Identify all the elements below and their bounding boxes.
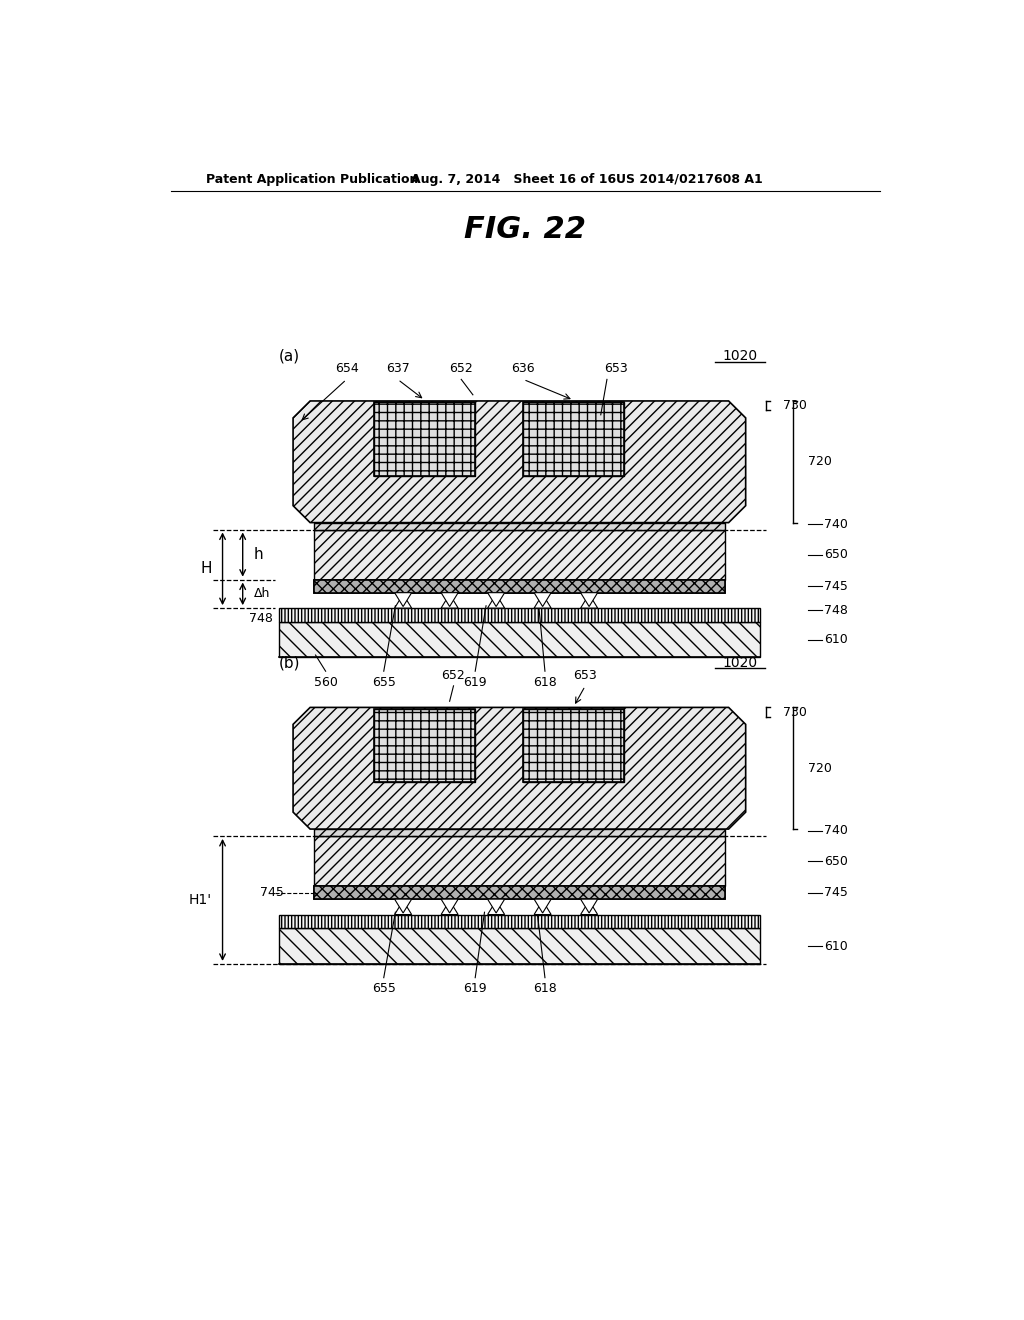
Text: h: h <box>254 546 263 562</box>
Bar <box>375 403 475 475</box>
Text: H1': H1' <box>188 892 212 907</box>
Polygon shape <box>487 593 505 607</box>
Polygon shape <box>581 899 598 913</box>
Text: 637: 637 <box>386 362 410 375</box>
Bar <box>314 579 725 593</box>
Text: 610: 610 <box>824 940 848 953</box>
Polygon shape <box>487 594 505 609</box>
Polygon shape <box>581 593 598 607</box>
Text: 650: 650 <box>824 854 848 867</box>
Text: 653: 653 <box>604 362 628 375</box>
Text: H: H <box>201 561 212 577</box>
Text: 748: 748 <box>249 612 273 626</box>
Bar <box>314 523 725 529</box>
Bar <box>375 403 475 475</box>
Text: 618: 618 <box>534 676 557 689</box>
Polygon shape <box>535 594 551 609</box>
Polygon shape <box>394 593 412 607</box>
Bar <box>523 403 624 475</box>
Polygon shape <box>441 593 458 607</box>
Text: Aug. 7, 2014   Sheet 16 of 16: Aug. 7, 2014 Sheet 16 of 16 <box>411 173 616 186</box>
Polygon shape <box>394 900 412 915</box>
Polygon shape <box>535 900 551 915</box>
Polygon shape <box>487 899 505 913</box>
Bar <box>314 886 725 899</box>
Bar <box>314 886 725 899</box>
Text: 619: 619 <box>464 982 487 995</box>
Polygon shape <box>441 594 458 609</box>
Text: 652: 652 <box>441 668 465 681</box>
Text: 652: 652 <box>450 362 473 375</box>
Bar <box>523 403 624 475</box>
Text: 560: 560 <box>313 676 338 689</box>
Polygon shape <box>293 708 745 829</box>
Text: Δh: Δh <box>254 587 270 601</box>
Text: (a): (a) <box>279 348 300 364</box>
Text: 655: 655 <box>372 676 395 689</box>
Text: 653: 653 <box>573 668 597 681</box>
Text: 1020: 1020 <box>723 656 758 669</box>
Text: 610: 610 <box>824 634 848 647</box>
Text: 745: 745 <box>824 886 848 899</box>
Text: 748: 748 <box>824 603 848 616</box>
Bar <box>280 622 760 657</box>
Polygon shape <box>581 900 598 915</box>
Bar <box>375 709 475 781</box>
Polygon shape <box>394 594 412 609</box>
Bar <box>375 709 475 781</box>
Polygon shape <box>487 900 505 915</box>
Text: US 2014/0217608 A1: US 2014/0217608 A1 <box>616 173 763 186</box>
Text: FIG. 22: FIG. 22 <box>464 215 586 244</box>
Bar <box>523 709 624 781</box>
Text: 720: 720 <box>808 762 831 775</box>
Text: 730: 730 <box>783 705 807 718</box>
Text: 619: 619 <box>464 676 487 689</box>
Bar <box>314 579 725 593</box>
Bar <box>280 609 760 622</box>
Bar <box>523 709 624 781</box>
Polygon shape <box>441 899 458 913</box>
Polygon shape <box>535 593 551 607</box>
Bar <box>314 529 725 579</box>
Text: 654: 654 <box>335 362 358 375</box>
Text: 650: 650 <box>824 548 848 561</box>
Text: (b): (b) <box>279 655 300 671</box>
Polygon shape <box>535 899 551 913</box>
Text: 618: 618 <box>534 982 557 995</box>
Bar <box>314 836 725 886</box>
Text: 1020: 1020 <box>723 350 758 363</box>
Text: 745: 745 <box>260 886 284 899</box>
Text: 745: 745 <box>824 579 848 593</box>
Text: 720: 720 <box>808 455 831 469</box>
Polygon shape <box>394 899 412 913</box>
Text: 730: 730 <box>783 399 807 412</box>
Text: 740: 740 <box>824 824 848 837</box>
Polygon shape <box>581 594 598 609</box>
Text: Patent Application Publication: Patent Application Publication <box>206 173 418 186</box>
Text: 636: 636 <box>511 362 536 375</box>
Polygon shape <box>441 900 458 915</box>
Bar <box>314 829 725 836</box>
Bar <box>280 928 760 964</box>
Polygon shape <box>293 401 745 523</box>
Text: 655: 655 <box>372 982 395 995</box>
Bar <box>280 915 760 928</box>
Text: 740: 740 <box>824 517 848 531</box>
